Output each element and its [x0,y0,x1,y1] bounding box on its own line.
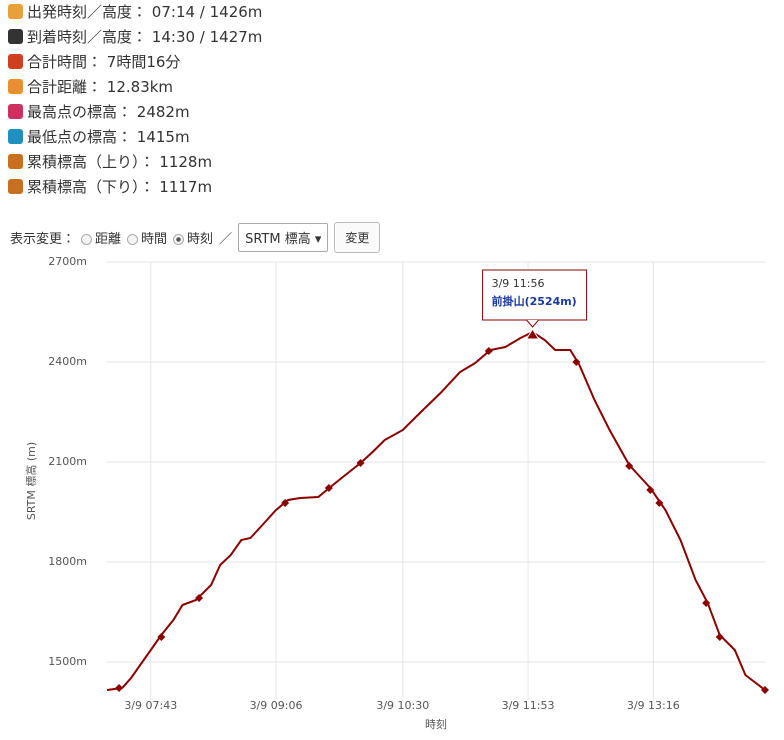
select[interactable]: SRTM 標高 ▾ [238,223,329,252]
radio-label: 距離 [95,232,122,247]
icon [8,54,23,69]
radio-label: 時間 [141,232,168,247]
y-tick-label: 1500m [48,655,87,668]
stat-label: 合計距離： [27,78,103,96]
radio[interactable]: 距離 [81,228,121,247]
x-tick-label: 3/9 10:30 [376,699,429,712]
icon [8,29,23,44]
waypoint-marker [572,358,581,366]
stat-row: 累積標高（上り）： 1128m [8,150,262,175]
waypoint-marker [625,462,634,470]
stats: 出発時刻／高度： 07:14 / 1426m 到着時刻／高度： 14:30 / 1… [8,0,262,200]
stat-value: 07:14 / 1426m [151,3,263,21]
stat-row: 出発時刻／高度： 07:14 / 1426m [8,0,262,25]
waypoint-marker [115,684,124,692]
tooltip-box [482,269,588,321]
stat-row: 最高点の標高： 2482m [8,100,262,125]
stat-value: 1415m [136,128,190,146]
stat-label: 累積標高（下り）： [27,178,155,196]
radio[interactable]: 時間 [127,228,167,247]
stat-value: 14:30 / 1427m [151,28,263,46]
stat-row: 合計時間： 7時間16分 [8,50,262,75]
stat-row: 合計距離： 12.83km [8,75,262,100]
radio[interactable]: 時刻 [173,228,213,247]
stat-label: 累積標高（上り）： [27,153,155,171]
stat-label: 最高点の標高： [27,103,133,121]
stat-row: 累積標高（下り）： 1117m [8,175,262,200]
y-tick-label: 2400m [48,355,87,368]
x-axis-title: 時刻 [425,717,447,731]
icon [8,79,23,94]
y-tick-label: 2100m [48,455,87,468]
waypoint-marker [702,599,711,607]
stat-value: 1117m [159,178,213,196]
stat-value: 1128m [159,153,213,171]
waypoint-marker [195,594,204,602]
waypoint-marker [484,347,493,355]
tooltip-time: 3/9 11:56 [492,277,545,290]
icon [8,4,23,19]
tooltip-label: 前掛山(2524m) [492,294,577,308]
chart: 1500m 1800m 2100m 2400m 2700m 3/9 07:43 3/9 09… [24,255,769,731]
separator: ／ [219,232,233,247]
icon [8,129,23,144]
stat-row: 到着時刻／高度： 14:30 / 1427m [8,25,262,50]
waypoint-marker [324,484,333,492]
y-tick-label: 2700m [48,255,87,268]
radio-label: 時刻 [187,232,214,247]
x-tick-label: 3/9 13:16 [627,699,680,712]
x-tick-label: 3/9 07:43 [124,699,177,712]
stat-value: 12.83km [106,78,174,96]
stat-label: 到着時刻／高度： [27,28,148,46]
tooltip-pointer [526,319,539,328]
button[interactable]: 変更 [334,222,381,253]
annotation-marker [525,328,540,340]
icon [8,154,23,169]
elevation-line [106,330,766,691]
icon [8,179,23,194]
x-tick-label: 3/9 11:53 [502,699,555,712]
select-label: SRTM 標高 [245,232,311,247]
waypoint-marker [761,686,769,694]
stat-row: 最低点の標高： 1415m [8,125,262,150]
waypoint-marker [281,499,290,507]
controls-label: 表示変更： [10,232,76,247]
waypoint-marker [646,486,655,494]
y-axis-title: SRTM 標高 (m) [24,442,38,520]
y-tick-label: 1800m [48,555,87,568]
stat-label: 出発時刻／高度： [27,3,148,21]
stat-value: 2482m [136,103,190,121]
waypoint-marker [715,633,724,641]
x-tick-label: 3/9 09:06 [250,699,303,712]
waypoint-marker [356,459,365,467]
waypoint-marker [655,499,664,507]
icon [8,104,23,119]
stat-value: 7時間16分 [106,53,181,71]
stat-label: 合計時間： [27,53,103,71]
stat-label: 最低点の標高： [27,128,133,146]
controls: 表示変更： 距離 時間 時刻 ／ SRTM 標高 ▾ 変更 [10,222,381,253]
waypoint-marker [157,633,166,641]
